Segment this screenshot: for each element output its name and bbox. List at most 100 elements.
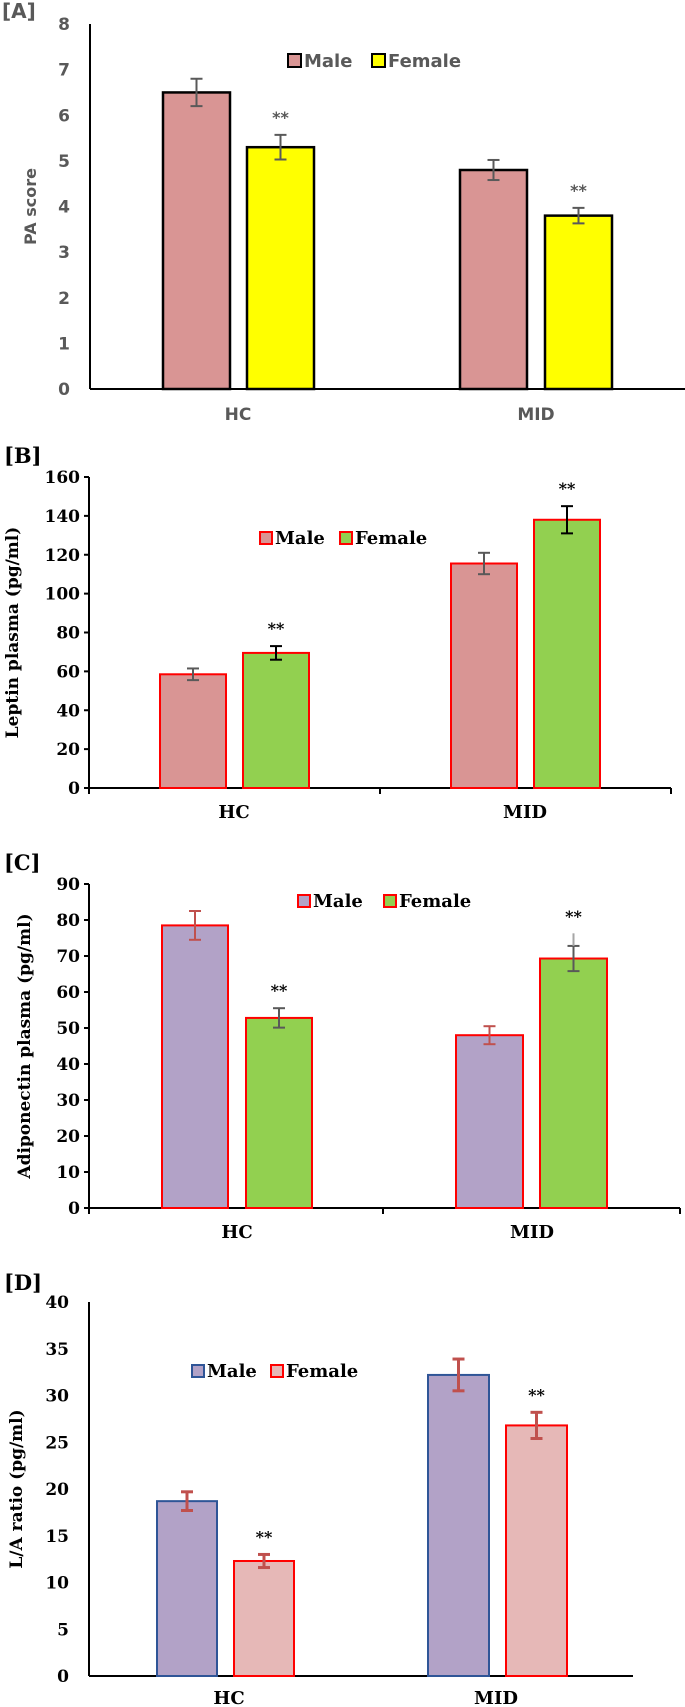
chart-panel-c: [C] 0 10 20 30 40 50 60 70 80 90 Adiponectin plasma…: [4, 850, 681, 1243]
y-tick-label: 0: [68, 1199, 80, 1219]
y-tick-label: 30: [45, 1387, 69, 1407]
y-tick-label: 6: [58, 106, 70, 126]
significance-marker: **: [559, 479, 576, 498]
legend-label: Male: [313, 891, 363, 912]
y-tick-label: 20: [56, 740, 80, 760]
bar-female-mid: [543, 214, 614, 391]
legend-item-female: Female: [371, 51, 461, 72]
bar-female-hc: [233, 1559, 295, 1677]
y-tick-label: 8: [58, 15, 70, 35]
y-axis-title: L/A ratio (pg/ml): [7, 1409, 27, 1568]
y-tick-label: 10: [56, 1163, 80, 1183]
y-tick-label: 120: [45, 546, 81, 566]
y-axis-title: Leptin plasma (pg/ml): [3, 527, 23, 739]
y-tick-label: 60: [56, 662, 80, 682]
legend-swatch: [259, 531, 273, 545]
bar-male-hc: [156, 1500, 218, 1678]
significance-marker: **: [271, 981, 288, 1000]
error-bar: [273, 1007, 285, 1029]
x-tick-label: MID: [503, 802, 547, 823]
y-tick-label: 5: [58, 152, 70, 172]
y-tick-label: 100: [45, 585, 81, 605]
y-tick-label: 40: [56, 701, 80, 721]
y-tick-label: 50: [56, 1019, 80, 1039]
legend-item-male: Male: [287, 51, 352, 72]
y-tick-label: 70: [56, 947, 80, 967]
y-tick-label: 140: [45, 507, 81, 527]
y-tick-label: 10: [45, 1574, 69, 1594]
y-axis-title: Adiponectin plasma (pg/ml): [15, 913, 35, 1179]
y-tick-label: 60: [56, 983, 80, 1003]
y-tick-label: 1: [58, 334, 70, 354]
y-tick-label: 5: [57, 1620, 69, 1640]
legend-swatch: [339, 531, 353, 545]
legend-item-male: Male: [259, 528, 325, 549]
error-bar: [274, 133, 287, 161]
error-bar: [181, 1490, 193, 1513]
bar-male-mid: [427, 1373, 490, 1678]
bar-male-hc: [161, 91, 232, 391]
y-tick-label: 4: [58, 198, 70, 218]
legend-item-female: Female: [339, 528, 427, 549]
bar-female-mid: [539, 957, 608, 1210]
error-bar: [189, 910, 201, 941]
legend-item-male: Male: [191, 1361, 257, 1382]
legend-label: Female: [388, 51, 461, 72]
legend-item-female: Female: [383, 891, 471, 912]
legend-swatch: [287, 53, 302, 68]
bar-male-mid: [455, 1034, 524, 1209]
x-tick-label: HC: [218, 802, 249, 823]
x-tick-label: MID: [510, 1222, 554, 1243]
y-tick-label: 0: [57, 1667, 69, 1687]
legend-label: Male: [304, 51, 352, 72]
panel-label: [D]: [4, 1270, 42, 1295]
legend-label: Female: [355, 528, 427, 549]
error-bar: [452, 1357, 465, 1393]
chart-panel-a: [A] 0 1 2 3 4 5 6 7 8 PA score HC MID ** ** Male Female: [2, 0, 685, 425]
error-bar: [561, 505, 573, 535]
legend-label: Female: [399, 891, 471, 912]
y-tick-label: 25: [45, 1433, 69, 1453]
legend-label: Female: [286, 1361, 358, 1382]
y-tick-label: 3: [58, 243, 70, 263]
significance-marker: **: [565, 907, 582, 926]
error-bar: [187, 667, 199, 682]
bar-male-hc: [161, 924, 229, 1210]
bar-male-mid: [458, 168, 529, 391]
error-bar: [487, 158, 500, 182]
bar-male-mid: [450, 562, 518, 790]
y-tick-label: 40: [56, 1055, 80, 1075]
y-tick-label: 20: [56, 1127, 80, 1147]
y-tick-label: 20: [45, 1480, 69, 1500]
y-tick-label: 160: [45, 468, 81, 488]
y-tick-label: 90: [56, 875, 80, 895]
x-tick-label: MID: [474, 1688, 518, 1707]
error-bar: [483, 1025, 496, 1046]
legend-label: Male: [275, 528, 325, 549]
y-tick-label: 15: [45, 1527, 69, 1547]
bar-female-mid: [505, 1424, 568, 1678]
bar-female-hc: [245, 1016, 313, 1209]
legend-swatch: [383, 894, 397, 908]
legend-swatch: [270, 1364, 284, 1378]
chart-panel-b: [B] 0 20 40 60 80 100 120 140 160 Leptin plasma (p…: [3, 443, 672, 823]
significance-marker: **: [268, 619, 285, 638]
y-tick-label: 30: [56, 1091, 80, 1111]
x-tick-label: HC: [225, 405, 252, 425]
legend-swatch: [297, 894, 311, 908]
bar-female-hc: [242, 651, 310, 789]
legend-item-male: Male: [297, 891, 363, 912]
error-bar: [270, 645, 282, 661]
error-bar: [530, 1410, 543, 1441]
panel-label: [A]: [2, 0, 36, 23]
y-tick-label: 0: [68, 779, 80, 799]
y-tick-label: 80: [56, 624, 80, 644]
legend-swatch: [371, 53, 386, 68]
error-bar: [258, 1552, 270, 1570]
y-tick-label: 0: [58, 380, 70, 400]
y-tick-label: 35: [45, 1340, 69, 1360]
x-tick-label: HC: [221, 1222, 252, 1243]
significance-marker: **: [570, 181, 587, 200]
x-tick-label: HC: [213, 1688, 244, 1707]
